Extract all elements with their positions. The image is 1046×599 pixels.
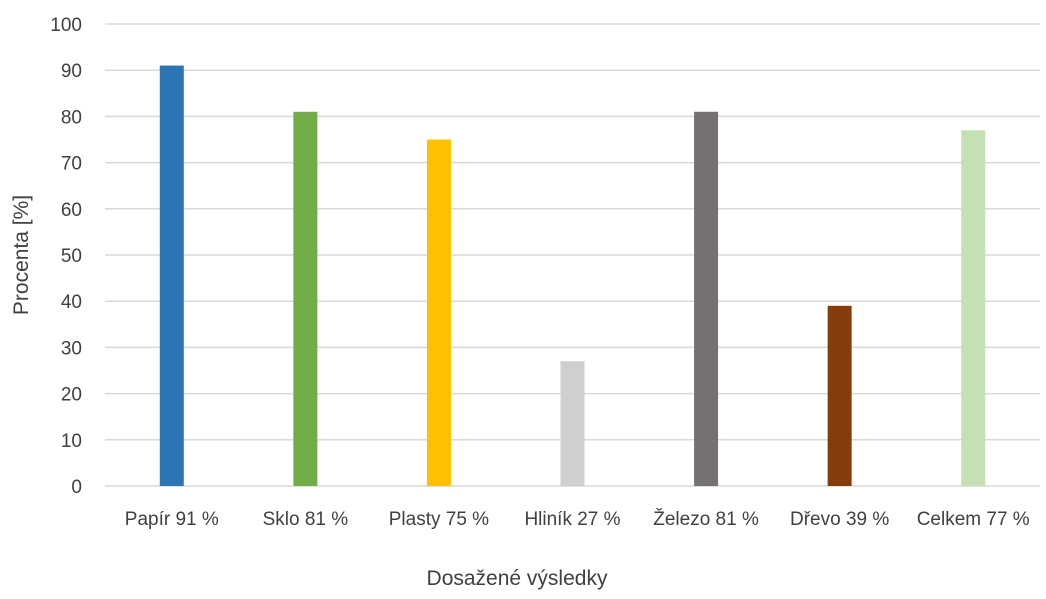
y-tick-label: 30 <box>61 338 82 359</box>
bar <box>694 111 719 486</box>
bars <box>159 65 986 486</box>
x-axis-ticks: Papír 91 % Sklo 81 % Plasty 75 % Hliník 27 … <box>125 508 1030 530</box>
x-tick-label: Železo 81 % <box>653 508 759 530</box>
bar <box>560 361 585 486</box>
y-axis-ticks: 0 10 20 30 40 50 60 70 80 90 100 <box>50 15 82 498</box>
bar <box>426 139 451 486</box>
y-tick-label: 80 <box>61 107 82 128</box>
bar <box>961 130 986 486</box>
x-tick-label: Hliník 27 % <box>524 509 620 530</box>
x-tick-label: Plasty 75 % <box>389 509 489 530</box>
bar <box>159 65 184 486</box>
x-axis-label: Dosažené výsledky <box>427 567 608 590</box>
y-tick-label: 70 <box>61 154 82 175</box>
y-axis-label: Procenta [%] <box>10 195 33 315</box>
y-tick-label: 60 <box>61 200 82 221</box>
y-tick-label: 90 <box>61 61 82 82</box>
y-tick-label: 0 <box>71 477 82 498</box>
y-tick-label: 50 <box>61 246 82 267</box>
y-tick-label: 40 <box>61 292 82 313</box>
y-tick-label: 100 <box>50 15 82 36</box>
x-tick-label: Dřevo 39 % <box>790 509 889 530</box>
y-tick-label: 20 <box>61 385 82 406</box>
bar <box>293 111 318 486</box>
x-tick-label: Papír 91 % <box>125 509 219 530</box>
x-tick-label: Sklo 81 % <box>263 509 349 530</box>
y-tick-label: 10 <box>61 431 82 452</box>
gridlines <box>105 23 1040 487</box>
bar <box>827 305 852 486</box>
x-tick-label: Celkem 77 % <box>917 509 1030 530</box>
